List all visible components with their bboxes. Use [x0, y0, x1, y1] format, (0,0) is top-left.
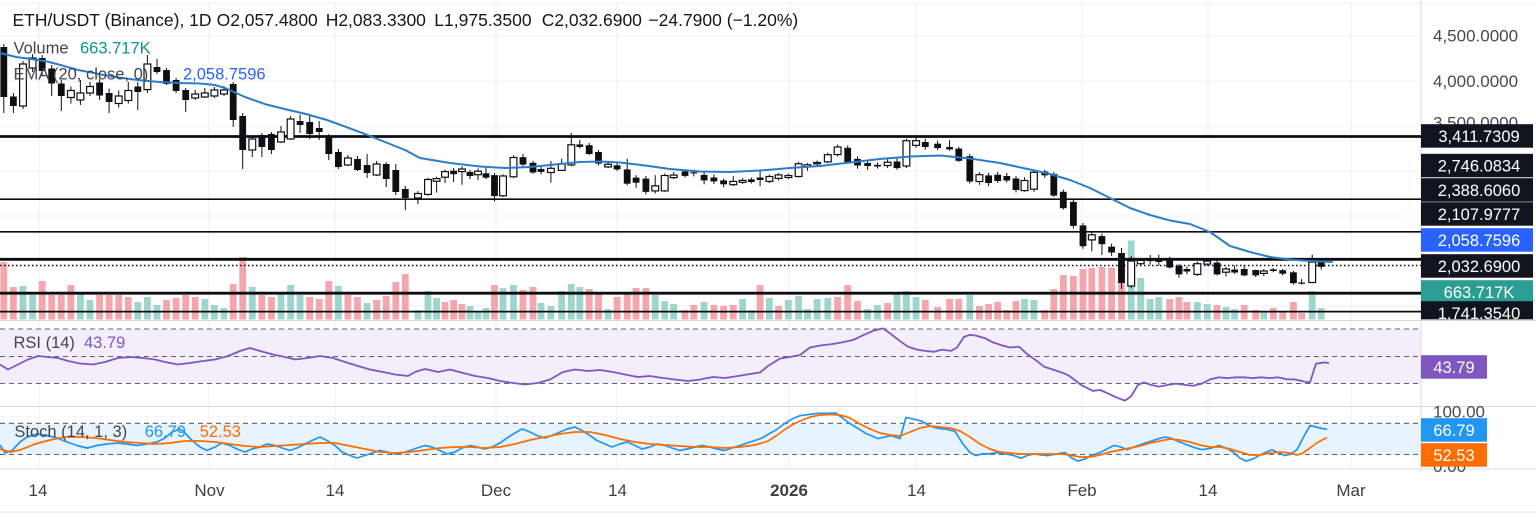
svg-text:4,000.0000: 4,000.0000: [1433, 72, 1518, 91]
svg-text:100.00: 100.00: [1433, 403, 1485, 422]
svg-text:2,058.7596: 2,058.7596: [183, 66, 266, 84]
svg-text:Feb: Feb: [1067, 481, 1096, 500]
svg-text:3,411.7309: 3,411.7309: [1438, 128, 1519, 146]
svg-text:−24.7900 (−1.20%): −24.7900 (−1.20%): [648, 10, 798, 30]
svg-text:14: 14: [29, 481, 48, 500]
svg-text:4,500.0000: 4,500.0000: [1433, 26, 1518, 45]
svg-text:43.79: 43.79: [84, 334, 125, 352]
svg-text:Dec: Dec: [481, 481, 512, 500]
svg-text:RSI (14): RSI (14): [14, 334, 75, 352]
svg-text:43.79: 43.79: [1433, 359, 1474, 377]
svg-text:52.53: 52.53: [200, 423, 241, 441]
svg-text:1,741.3540: 1,741.3540: [1438, 305, 1521, 323]
svg-text:66.79: 66.79: [1433, 422, 1474, 440]
svg-text:ETH/USDT (Binance), 1D: ETH/USDT (Binance), 1D: [13, 10, 212, 30]
svg-text:14: 14: [1199, 481, 1218, 500]
svg-text:2,107.9777: 2,107.9777: [1438, 206, 1521, 224]
svg-text:H2,083.3300: H2,083.3300: [326, 10, 426, 30]
svg-text:Mar: Mar: [1336, 481, 1366, 500]
svg-text:663.717K: 663.717K: [80, 40, 151, 58]
svg-text:2,388.6060: 2,388.6060: [1438, 182, 1521, 200]
svg-text:663.717K: 663.717K: [1444, 284, 1515, 302]
svg-text:2,058.7596: 2,058.7596: [1438, 232, 1521, 250]
svg-text:O2,057.4800: O2,057.4800: [217, 10, 318, 30]
svg-text:52.53: 52.53: [1433, 447, 1474, 465]
svg-text:L1,975.3500: L1,975.3500: [434, 10, 532, 30]
svg-text:2,746.0834: 2,746.0834: [1438, 158, 1521, 176]
svg-text:2,032.6900: 2,032.6900: [1438, 258, 1521, 276]
svg-text:Stoch (14, 1, 3): Stoch (14, 1, 3): [14, 423, 127, 441]
svg-text:Volume: Volume: [14, 40, 69, 58]
svg-text:C2,032.6900: C2,032.6900: [542, 10, 642, 30]
svg-text:14: 14: [608, 481, 627, 500]
svg-text:EMA (20, close, 0): EMA (20, close, 0): [14, 66, 149, 84]
svg-text:14: 14: [326, 481, 345, 500]
svg-text:14: 14: [907, 481, 926, 500]
svg-text:66.79: 66.79: [145, 423, 186, 441]
svg-text:Nov: Nov: [194, 481, 225, 500]
svg-text:2026: 2026: [770, 481, 808, 500]
